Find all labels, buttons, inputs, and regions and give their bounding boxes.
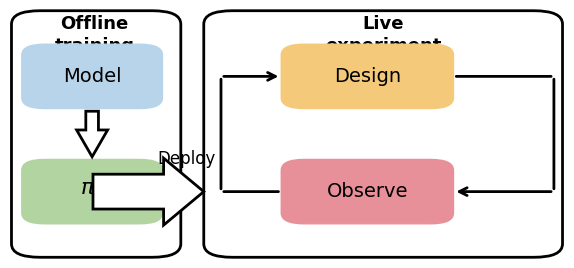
- FancyBboxPatch shape: [22, 159, 162, 224]
- Text: Live
experiment: Live experiment: [325, 15, 441, 55]
- Text: Offline
training: Offline training: [55, 15, 135, 55]
- Text: Deploy: Deploy: [157, 150, 216, 169]
- FancyBboxPatch shape: [22, 44, 162, 109]
- FancyBboxPatch shape: [204, 11, 563, 257]
- Polygon shape: [93, 158, 204, 225]
- FancyBboxPatch shape: [281, 44, 453, 109]
- FancyBboxPatch shape: [11, 11, 181, 257]
- Text: Model: Model: [63, 67, 122, 86]
- Text: Design: Design: [334, 67, 401, 86]
- FancyBboxPatch shape: [281, 159, 453, 224]
- Polygon shape: [77, 111, 108, 157]
- Text: Observe: Observe: [327, 182, 408, 201]
- Text: $\pi_\phi$: $\pi_\phi$: [80, 180, 104, 203]
